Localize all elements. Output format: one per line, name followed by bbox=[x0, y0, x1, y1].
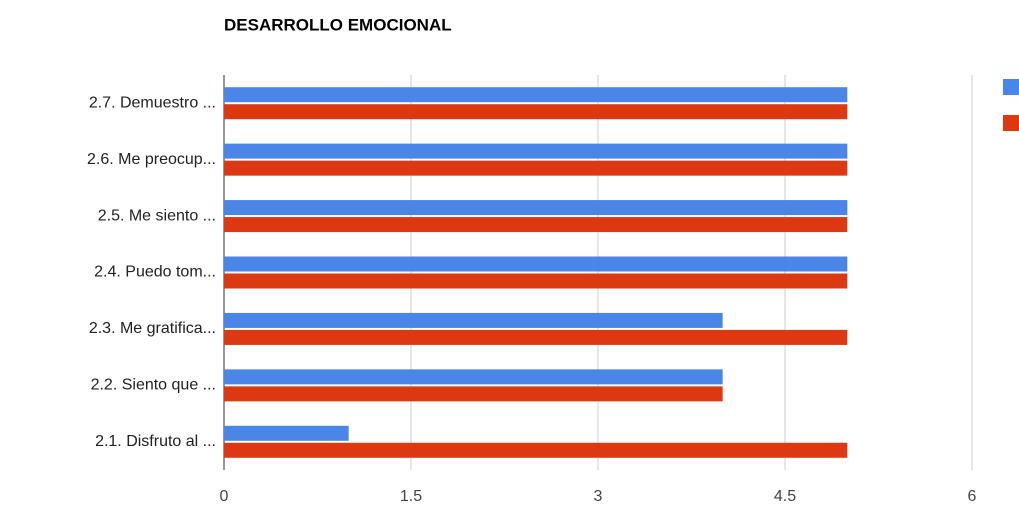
bar bbox=[224, 273, 848, 289]
y-tick-label: 2.4. Puedo tom... bbox=[94, 264, 216, 281]
x-tick-label: 3 bbox=[594, 488, 603, 505]
bar bbox=[224, 425, 349, 441]
legend-swatch bbox=[1003, 79, 1019, 95]
bar bbox=[224, 160, 848, 176]
y-tick-label: 2.7. Demuestro ... bbox=[89, 94, 216, 111]
bar bbox=[224, 312, 723, 328]
bar bbox=[224, 87, 848, 103]
y-tick-label: 2.1. Disfruto al ... bbox=[95, 433, 216, 450]
bar bbox=[224, 329, 848, 345]
y-tick-label: 2.2. Siento que ... bbox=[91, 377, 216, 394]
bar bbox=[224, 386, 723, 402]
x-tick-label: 1.5 bbox=[400, 488, 422, 505]
bar bbox=[224, 217, 848, 233]
bar bbox=[224, 104, 848, 120]
y-tick-label: 2.6. Me preocup... bbox=[87, 151, 216, 168]
bar bbox=[224, 442, 848, 458]
bar bbox=[224, 143, 848, 159]
y-tick-label: 2.3. Me gratifica... bbox=[89, 320, 216, 337]
y-tick-label: 2.5. Me siento ... bbox=[98, 207, 216, 224]
legend-swatch bbox=[1003, 115, 1019, 131]
chart-title: DESARROLLO EMOCIONAL bbox=[224, 15, 452, 34]
x-tick-label: 6 bbox=[968, 488, 977, 505]
x-tick-label: 4.5 bbox=[774, 488, 796, 505]
bar bbox=[224, 256, 848, 272]
bar bbox=[224, 200, 848, 216]
x-tick-label: 0 bbox=[220, 488, 229, 505]
bar bbox=[224, 369, 723, 385]
